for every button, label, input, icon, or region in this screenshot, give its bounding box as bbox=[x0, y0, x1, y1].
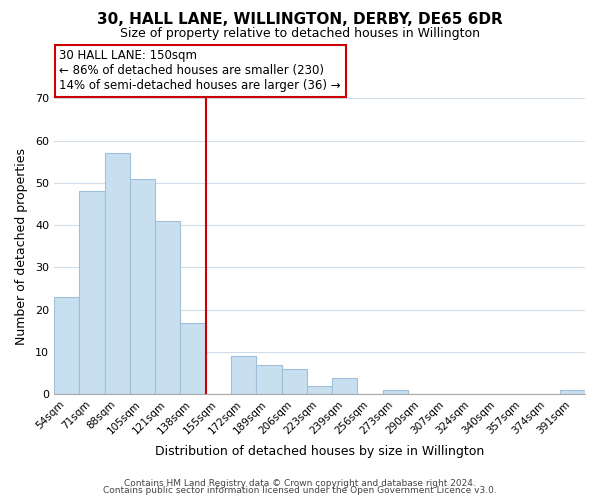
Text: Contains HM Land Registry data © Crown copyright and database right 2024.: Contains HM Land Registry data © Crown c… bbox=[124, 478, 476, 488]
Bar bbox=[54, 297, 79, 394]
Text: 30 HALL LANE: 150sqm
← 86% of detached houses are smaller (230)
14% of semi-deta: 30 HALL LANE: 150sqm ← 86% of detached h… bbox=[59, 50, 341, 92]
Bar bbox=[281, 369, 307, 394]
Text: Contains public sector information licensed under the Open Government Licence v3: Contains public sector information licen… bbox=[103, 486, 497, 495]
Bar bbox=[155, 221, 181, 394]
Bar bbox=[79, 192, 104, 394]
Bar bbox=[181, 322, 206, 394]
Bar bbox=[383, 390, 408, 394]
Bar bbox=[332, 378, 358, 394]
Text: 30, HALL LANE, WILLINGTON, DERBY, DE65 6DR: 30, HALL LANE, WILLINGTON, DERBY, DE65 6… bbox=[97, 12, 503, 28]
Bar bbox=[104, 153, 130, 394]
Y-axis label: Number of detached properties: Number of detached properties bbox=[15, 148, 28, 345]
Bar bbox=[231, 356, 256, 395]
Bar bbox=[560, 390, 585, 394]
Bar bbox=[307, 386, 332, 394]
Text: Size of property relative to detached houses in Willington: Size of property relative to detached ho… bbox=[120, 28, 480, 40]
Bar bbox=[130, 178, 155, 394]
Bar bbox=[256, 365, 281, 394]
X-axis label: Distribution of detached houses by size in Willington: Distribution of detached houses by size … bbox=[155, 444, 484, 458]
